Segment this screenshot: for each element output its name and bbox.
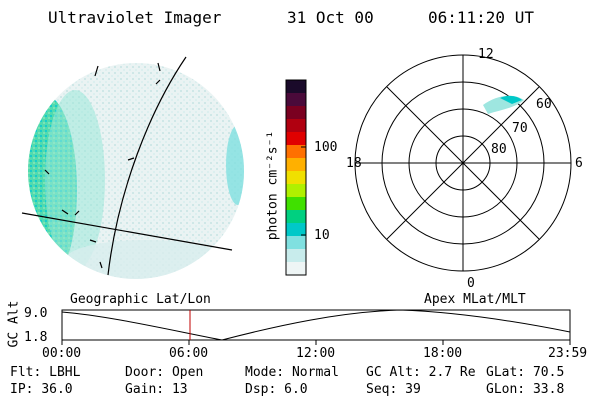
altitude-ylabel: GC Alt xyxy=(6,300,22,348)
auroral-image xyxy=(28,63,244,279)
colorbar-swatch xyxy=(286,236,306,250)
colorbar-swatch xyxy=(286,80,306,94)
colorbar-swatch xyxy=(286,171,306,185)
mode-field: Mode: Normal xyxy=(245,365,339,380)
colorbar-swatch xyxy=(286,184,306,198)
x-tick-3: 18:00 xyxy=(423,346,463,361)
colorbar-swatch xyxy=(286,145,306,159)
gain-field: Gain: 13 xyxy=(125,382,188,397)
x-tick-2: 12:00 xyxy=(296,346,336,361)
colorbar-swatch xyxy=(286,210,306,224)
time-label: 06:11:20 UT xyxy=(428,8,534,27)
polar-plot xyxy=(354,54,572,272)
mlt-label-12: 12 xyxy=(478,47,494,62)
glon-field: GLon: 33.8 xyxy=(486,382,565,397)
colorbar-swatch xyxy=(286,119,306,133)
x-tick-4: 23:59 xyxy=(548,346,588,361)
polar-aurora-core xyxy=(500,95,522,104)
altitude-ymin: 1.8 xyxy=(24,330,48,345)
colorbar-unit-label: photon cm⁻²s⁻¹ xyxy=(265,130,281,241)
altitude-plot xyxy=(61,309,571,345)
x-tick-0: 00:00 xyxy=(42,346,82,361)
lat-label-70: 70 xyxy=(512,121,528,136)
colorbar-swatch xyxy=(286,106,306,120)
flt-field: Flt: LBHL xyxy=(10,365,81,380)
gc-alt-field: GC Alt: 2.7 Re xyxy=(366,365,476,380)
colorbar-swatch xyxy=(286,132,306,146)
colorbar-tick-10: 10 xyxy=(314,228,330,243)
color-bar xyxy=(286,80,306,276)
mlt-label-6: 6 xyxy=(575,156,583,171)
colorbar-tick-100: 100 xyxy=(314,140,338,155)
colorbar-swatch xyxy=(286,262,306,276)
glat-field: GLat: 70.5 xyxy=(486,365,565,380)
apex-label: Apex MLat/MLT xyxy=(424,292,526,307)
instrument-title: Ultraviolet Imager xyxy=(48,8,222,27)
colorbar-swatch xyxy=(286,93,306,107)
mlt-label-0: 0 xyxy=(467,276,475,291)
ip-field: IP: 36.0 xyxy=(10,382,73,397)
altitude-ymax: 9.0 xyxy=(24,306,48,321)
lat-label-60: 60 xyxy=(536,97,552,112)
dsp-field: Dsp: 6.0 xyxy=(245,382,308,397)
geographic-label: Geographic Lat/Lon xyxy=(70,292,211,307)
seq-field: Seq: 39 xyxy=(366,382,421,397)
geo-grid xyxy=(21,56,233,276)
x-tick-1: 06:00 xyxy=(169,346,209,361)
date-label: 31 Oct 00 xyxy=(287,8,374,27)
door-field: Door: Open xyxy=(125,365,204,380)
colorbar-swatch xyxy=(286,223,306,237)
mlt-label-18: 18 xyxy=(346,156,362,171)
lat-label-80: 80 xyxy=(491,142,507,157)
colorbar-swatch xyxy=(286,197,306,211)
colorbar-swatch xyxy=(286,249,306,263)
colorbar-swatch xyxy=(286,158,306,172)
